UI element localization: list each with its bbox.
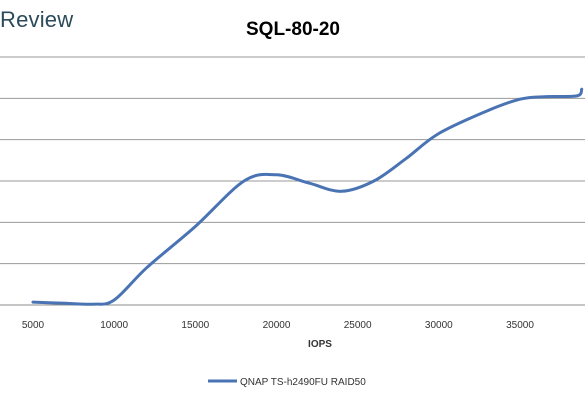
x-tick-label: 5000 (22, 320, 45, 331)
gridlines (0, 56, 585, 306)
chart-title: SQL-80-20 (246, 19, 340, 40)
legend-label: QNAP TS-h2490FU RAID50 (240, 377, 366, 388)
legend: QNAP TS-h2490FU RAID50 (208, 377, 366, 388)
x-tick-label: 20000 (263, 320, 291, 331)
x-tick-label: 25000 (344, 320, 372, 331)
x-tick-label: 15000 (181, 320, 209, 331)
brand-logo-text: Review (0, 7, 73, 32)
x-tick-label: 30000 (425, 320, 453, 331)
series-line-qnap (31, 87, 584, 306)
x-axis-label: IOPS (308, 339, 332, 350)
x-tick-label: 10000 (100, 320, 128, 331)
x-axis-ticks: 5000 10000 15000 20000 25000 30000 35000 (22, 320, 534, 331)
x-tick-label: 35000 (506, 320, 534, 331)
